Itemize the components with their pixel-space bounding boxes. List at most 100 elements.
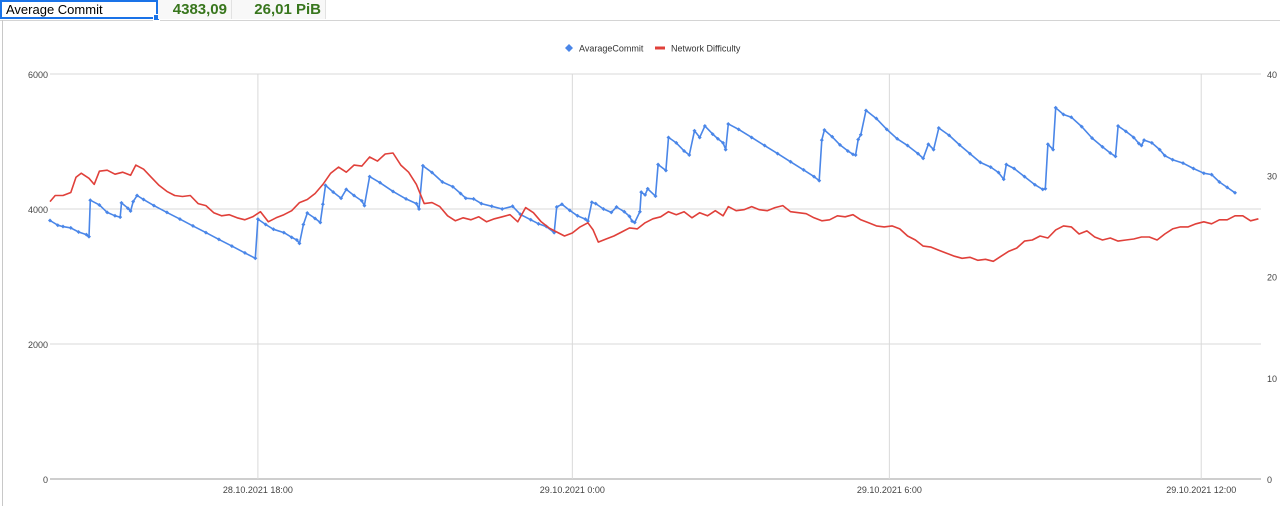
data-point [723,147,728,152]
data-point [263,222,268,227]
data-point [151,203,156,208]
data-point [1157,147,1162,152]
data-point [417,207,422,211]
cell-average-commit-value[interactable]: 4383,09 [158,0,232,19]
data-point [135,193,140,198]
data-point [614,204,619,209]
data-point [749,135,754,140]
data-point [1061,112,1066,117]
data-point [788,159,793,164]
data-point [76,229,81,234]
data-point [305,211,310,216]
data-point [845,148,850,153]
data-point [715,136,720,141]
data-point [318,220,323,225]
data-point [1069,115,1074,120]
data-point [632,220,637,225]
data-point [1139,143,1144,148]
data-point [297,241,302,246]
data-point [643,192,648,197]
data-point [817,178,822,183]
data-point [1225,185,1230,190]
data-point [978,160,983,165]
data-point [1051,147,1056,152]
data-point [229,244,234,249]
data-point [391,189,396,194]
data-point [1217,180,1222,184]
data-point [203,230,208,235]
data-point [1113,154,1118,159]
data-point [1181,161,1186,166]
data-point [1032,182,1037,187]
y-left-tick-label: 2000 [28,340,48,350]
data-point [1004,162,1009,167]
data-point [536,221,541,226]
data-point [988,165,993,170]
data-point [271,227,276,232]
data-point [593,201,598,206]
data-point [253,256,258,261]
data-point [575,213,580,218]
legend-label-avaragecommit: AvarageCommit [579,44,644,54]
data-point [471,196,476,201]
legend-marker-avaragecommit [565,44,573,52]
data-point [1233,190,1238,195]
data-point [430,170,435,175]
data-point [440,180,445,184]
data-point [926,142,931,147]
data-point [801,167,806,172]
data-point [48,218,52,223]
data-point [812,174,817,179]
cell-network-difficulty-value[interactable]: 26,01 PiB [232,0,326,19]
x-tick-label: 29.10.2021 12:00 [1166,485,1236,495]
data-point [622,209,627,214]
data-point [1001,177,1006,182]
series-line-network-difficulty [49,152,1259,263]
data-point [294,238,299,243]
data-point [60,224,65,229]
data-point [653,194,658,199]
data-point [367,174,372,179]
data-point [118,215,123,220]
data-point [1201,171,1206,176]
data-point [242,250,247,255]
data-point [281,230,286,235]
data-point [589,200,594,205]
data-point [775,151,780,156]
data-point [921,156,926,161]
data-point [1170,157,1175,162]
data-point [458,191,463,196]
spreadsheet-row: Average Commit 4383,09 26,01 PiB [0,0,1280,21]
data-point [674,140,679,145]
data-point [362,203,367,208]
data-point [856,137,861,142]
data-point [692,128,697,133]
data-point [500,207,505,211]
data-point [301,222,306,227]
data-point [88,198,93,203]
data-point [141,197,146,202]
y-left-tick-label: 4000 [28,205,48,215]
data-point [609,210,614,215]
data-point [450,184,455,189]
cell-metric-name[interactable]: Average Commit [0,0,160,21]
data-point [1108,150,1113,155]
data-point [915,151,920,156]
data-point [687,153,692,157]
data-point [895,136,900,141]
y-left-tick-label: 0 [43,475,48,485]
data-point [822,128,827,133]
data-point [905,143,910,148]
data-point [645,186,650,191]
data-point [1149,140,1154,145]
y-right-tick-label: 20 [1267,273,1277,283]
x-tick-label: 29.10.2021 0:00 [540,485,605,495]
legend-label-network-difficulty: Network Difficulty [671,44,741,54]
data-point [1012,166,1017,171]
data-point [1116,123,1121,128]
data-point [489,204,494,209]
data-point [190,223,195,228]
x-tick-label: 29.10.2021 6:00 [857,485,922,495]
data-point [164,210,169,215]
data-point [463,196,468,201]
